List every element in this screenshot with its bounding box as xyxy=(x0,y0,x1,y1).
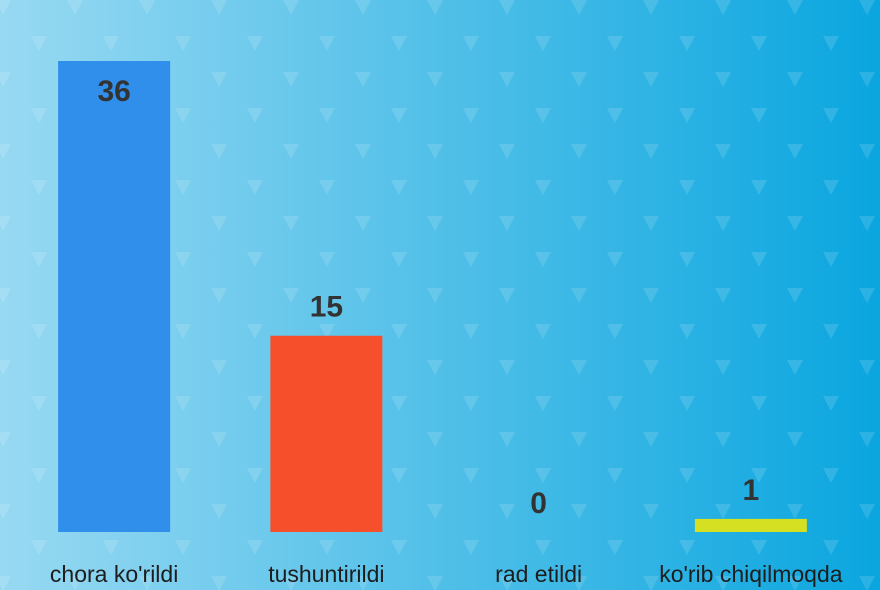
data-label: 15 xyxy=(310,291,343,324)
x-tick-label: rad etildi xyxy=(495,561,582,587)
bar xyxy=(694,518,807,532)
data-label: 1 xyxy=(743,474,760,507)
x-tick-label: tushuntirildi xyxy=(268,561,384,587)
bar xyxy=(270,335,383,532)
bar xyxy=(58,61,171,532)
x-tick-label: ko'rib chiqilmoqda xyxy=(659,561,843,587)
data-label: 0 xyxy=(530,487,547,520)
x-tick-label: chora ko'rildi xyxy=(50,561,178,587)
data-label: 36 xyxy=(97,75,130,108)
